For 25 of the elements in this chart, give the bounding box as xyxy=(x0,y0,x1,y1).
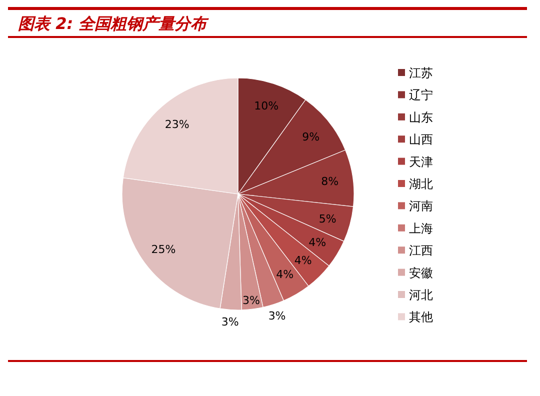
legend-label: 湖北 xyxy=(409,177,433,191)
data-label: 23% xyxy=(164,118,190,131)
data-label: 3% xyxy=(268,309,286,322)
legend-label: 上海 xyxy=(409,221,433,236)
data-label: 4% xyxy=(308,236,326,250)
data-label: 4% xyxy=(294,254,312,268)
data-label: 3% xyxy=(221,315,239,328)
chart-title: 图表 2: 全国粗钢产量分布 xyxy=(18,14,210,33)
legend-label: 天津 xyxy=(409,154,433,169)
legend-label: 安徽 xyxy=(409,266,433,280)
legend-label: 其他 xyxy=(409,310,433,324)
legend-label: 江苏 xyxy=(409,66,433,80)
data-label: 9% xyxy=(302,130,320,144)
legend-label: 山东 xyxy=(409,110,433,124)
legend-label: 山西 xyxy=(409,132,433,147)
legend-label: 辽宁 xyxy=(409,88,433,102)
data-label: 4% xyxy=(276,268,294,282)
data-label: 8% xyxy=(321,175,339,188)
data-label: 5% xyxy=(318,212,336,226)
data-label: 10% xyxy=(254,100,279,113)
legend-label: 河南 xyxy=(409,199,433,214)
legend-label: 江西 xyxy=(409,244,433,258)
data-label: 3% xyxy=(242,294,260,307)
legend-label: 河北 xyxy=(409,288,433,302)
data-label: 25% xyxy=(151,243,176,256)
